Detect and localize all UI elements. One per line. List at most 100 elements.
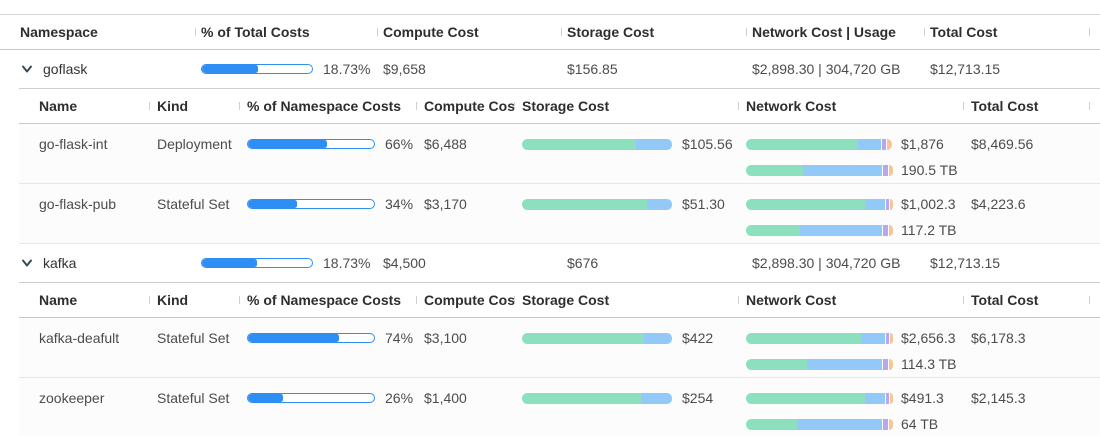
workload-table-header: Name Kind % of Namespace Costs Compute C… [19, 89, 1100, 124]
network-usage-bar [746, 224, 893, 236]
workload-total-cost: $2,145.3 [971, 390, 1026, 406]
workload-compute-cost: $3,100 [424, 330, 467, 346]
header-storage-cost: Storage Cost [514, 98, 738, 114]
workload-storage-cell: $51.30 [514, 184, 738, 243]
bar-segment-g [746, 418, 797, 430]
namespace-block: goflask 18.73% $9,658 $156.85 $2,898.30 … [0, 50, 1100, 244]
namespace-total-cost: $12,713.15 [930, 255, 1001, 271]
pct-namespace-costs-value: 66% [385, 136, 414, 152]
namespace-name-cell: kafka [0, 255, 195, 271]
storage-cost-value: $422 [682, 330, 714, 346]
bar-segment-g [522, 138, 636, 150]
workload-network-cell: $2,656.3 114.3 TB [738, 318, 963, 377]
header-network-cost: Network Cost [738, 98, 963, 114]
network-usage-bar [746, 418, 893, 430]
header-network-cost: Network Cost [738, 292, 963, 308]
workload-row[interactable]: go-flask-int Deployment 66% $6,488 $105.… [19, 124, 1100, 184]
bar-segment-o [888, 358, 893, 370]
bar-segment-p [886, 198, 890, 210]
bar-segment-p [883, 418, 888, 430]
chevron-down-icon[interactable] [20, 62, 34, 76]
namespace-pct-cell: 18.73% [195, 61, 377, 77]
namespace-network-cost-usage: $2,898.30 | 304,720 GB [752, 61, 901, 77]
header-pct-namespace-costs: % of Namespace Costs [239, 292, 416, 308]
storage-cost-bar [522, 138, 672, 150]
chevron-down-icon[interactable] [20, 256, 34, 270]
namespace-compute-cost: $9,658 [383, 61, 426, 77]
pct-total-costs-value: 18.73% [323, 255, 371, 271]
header-pct-namespace-costs: % of Namespace Costs [239, 98, 416, 114]
bar-segment-p [883, 224, 888, 236]
bar-segment-p [883, 164, 888, 176]
header-network-cost-usage: Network Cost | Usage [746, 24, 924, 40]
workload-pct-cell: 74% [239, 318, 416, 377]
header-compute-cost: Compute Cost [377, 24, 561, 40]
pct-namespace-costs-bar [247, 393, 375, 403]
workload-kind: Stateful Set [157, 330, 230, 346]
network-usage-bar [746, 164, 893, 176]
bar-segment-b [802, 164, 883, 176]
namespace-pct-cell: 18.73% [195, 255, 377, 271]
workload-row[interactable]: go-flask-pub Stateful Set 34% $3,170 $51… [19, 184, 1100, 244]
bar-segment-p [883, 358, 888, 370]
bar-segment-o [890, 332, 893, 344]
bar-segment-g [746, 224, 800, 236]
storage-cost-bar [522, 198, 672, 210]
namespace-row[interactable]: kafka 18.73% $4,500 $676 $2,898.30 | 304… [0, 244, 1100, 282]
workload-name: go-flask-pub [39, 196, 117, 212]
workload-kind: Deployment [157, 136, 232, 152]
pct-namespace-costs-value: 34% [385, 196, 414, 212]
bar-segment-o [888, 164, 893, 176]
namespace-total-cost: $12,713.15 [930, 61, 1001, 77]
bar-segment-b [640, 392, 672, 404]
workload-network-cell: $1,002.3 117.2 TB [738, 184, 963, 243]
bar-segment-g [746, 164, 803, 176]
workload-pct-cell: 66% [239, 124, 416, 183]
network-cost-value: $2,656.3 [901, 330, 956, 346]
bar-segment-b [806, 358, 883, 370]
storage-cost-value: $254 [682, 390, 714, 406]
namespace-storage-cost: $676 [567, 255, 599, 271]
storage-cost-value: $51.30 [682, 196, 725, 212]
network-usage-value: 64 TB [901, 416, 939, 432]
header-total-cost: Total Cost [924, 24, 1100, 40]
workload-compute-cost: $3,170 [424, 196, 467, 212]
pct-namespace-costs-value: 74% [385, 330, 414, 346]
workload-list: kafka-deafult Stateful Set 74% $3,100 $4… [19, 318, 1100, 436]
header-name: Name [39, 292, 78, 308]
pct-namespace-costs-value: 26% [385, 390, 414, 406]
workload-compute-cost: $6,488 [424, 136, 467, 152]
bar-segment-b [636, 138, 672, 150]
header-kind: Kind [149, 98, 239, 114]
namespace-storage-cost: $156.85 [567, 61, 618, 77]
bar-segment-g [746, 392, 865, 404]
namespace-name: goflask [43, 61, 88, 77]
workload-list: go-flask-int Deployment 66% $6,488 $105.… [19, 124, 1100, 244]
bar-segment-p [886, 332, 890, 344]
workload-row[interactable]: kafka-deafult Stateful Set 74% $3,100 $4… [19, 318, 1100, 378]
workload-name: go-flask-int [39, 136, 108, 152]
namespace-name: kafka [43, 255, 77, 271]
pct-namespace-costs-bar [247, 333, 375, 343]
network-cost-bar [746, 332, 893, 344]
bar-segment-b [799, 224, 883, 236]
workload-network-cell: $1,876 190.5 TB [738, 124, 963, 183]
bar-segment-b [857, 138, 881, 150]
header-name: Name [39, 98, 78, 114]
pct-namespace-costs-bar [247, 139, 375, 149]
storage-cost-bar [522, 332, 672, 344]
bar-segment-g [746, 332, 861, 344]
pct-total-costs-bar [201, 258, 313, 268]
namespace-name-cell: goflask [0, 61, 195, 77]
bar-segment-b [864, 392, 886, 404]
namespace-row[interactable]: goflask 18.73% $9,658 $156.85 $2,898.30 … [0, 50, 1100, 88]
bar-segment-g [746, 138, 858, 150]
network-cost-bar [746, 392, 893, 404]
workload-table-header: Name Kind % of Namespace Costs Compute C… [19, 283, 1100, 318]
storage-cost-value: $105.56 [682, 136, 733, 152]
header-kind: Kind [149, 292, 239, 308]
workload-row[interactable]: zookeeper Stateful Set 26% $1,400 $254 $… [19, 378, 1100, 436]
bar-segment-g [522, 332, 644, 344]
bar-segment-b [860, 332, 886, 344]
